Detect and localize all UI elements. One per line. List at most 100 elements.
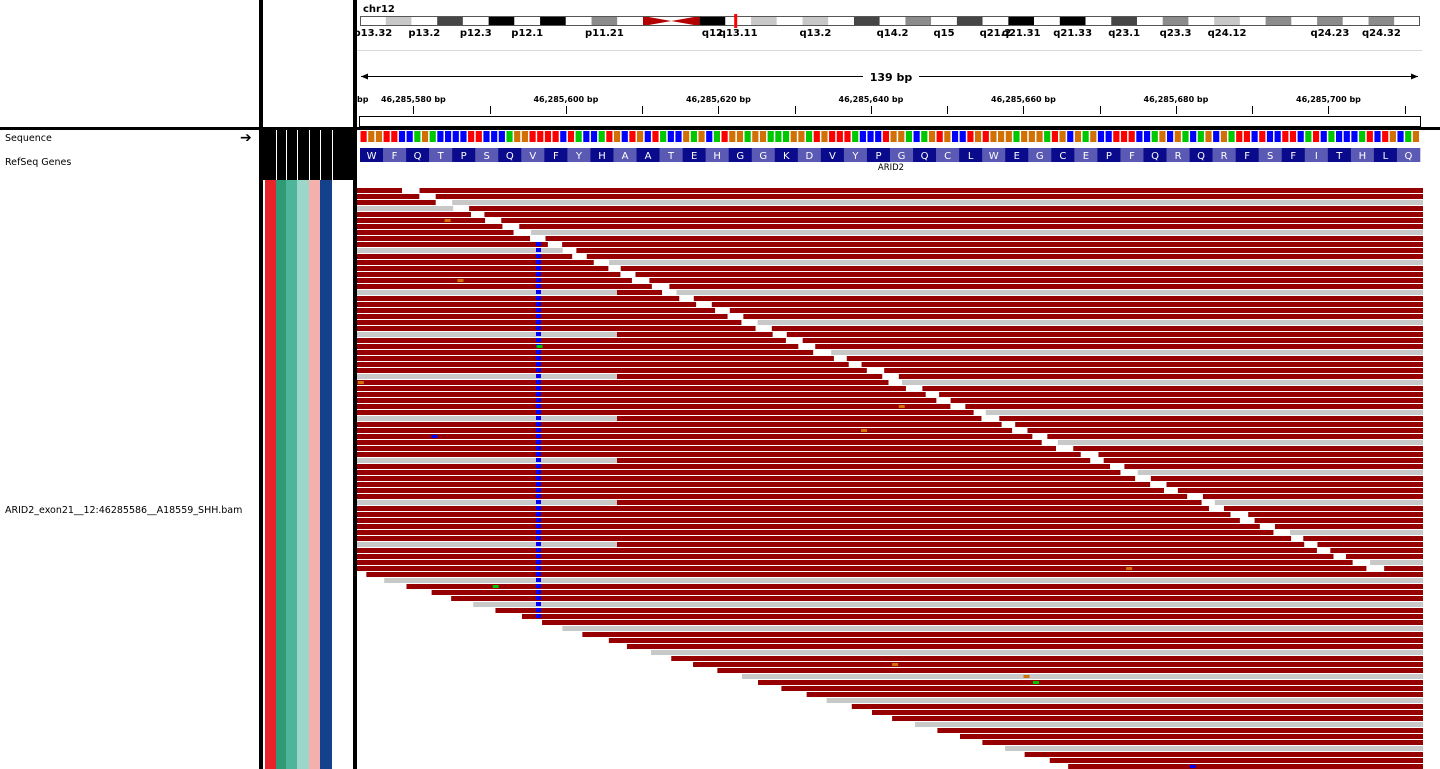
variant-base[interactable] xyxy=(536,452,541,456)
ideogram-band[interactable] xyxy=(776,16,803,26)
variant-base[interactable] xyxy=(536,338,541,342)
amino-acid-box[interactable] xyxy=(1212,148,1236,162)
variant-base[interactable] xyxy=(536,524,541,528)
read[interactable] xyxy=(1137,470,1423,475)
amino-acid-box[interactable] xyxy=(959,148,983,162)
read[interactable] xyxy=(626,644,1423,649)
amino-acid-box[interactable] xyxy=(360,148,384,162)
read[interactable] xyxy=(357,380,889,385)
read[interactable] xyxy=(357,344,799,349)
read[interactable] xyxy=(357,512,1231,517)
read[interactable] xyxy=(1317,542,1423,547)
ideogram-band[interactable] xyxy=(1214,16,1240,26)
read[interactable] xyxy=(717,668,1423,673)
read[interactable] xyxy=(1150,476,1423,481)
read[interactable] xyxy=(357,452,1081,457)
ideogram-band[interactable] xyxy=(1317,16,1343,26)
ideogram-band[interactable] xyxy=(1239,16,1266,26)
read[interactable] xyxy=(1214,500,1423,505)
ideogram-band[interactable] xyxy=(725,16,752,26)
amino-acid-box[interactable] xyxy=(728,148,753,162)
ideogram[interactable] xyxy=(360,14,1420,28)
amino-acid-box[interactable] xyxy=(659,148,683,162)
variant-base[interactable] xyxy=(536,254,541,258)
read-low-mapq[interactable] xyxy=(357,416,617,421)
read[interactable] xyxy=(357,464,1111,469)
variant-base[interactable] xyxy=(536,362,541,366)
read[interactable] xyxy=(1370,560,1423,565)
read[interactable] xyxy=(531,230,1423,235)
ideogram-band[interactable] xyxy=(982,16,1009,26)
read[interactable] xyxy=(982,740,1423,745)
read[interactable] xyxy=(357,386,906,391)
read[interactable] xyxy=(1177,488,1423,493)
ideogram-band[interactable] xyxy=(565,16,592,26)
variant-base[interactable] xyxy=(536,368,541,372)
read-low-mapq[interactable] xyxy=(357,500,617,505)
variant-base[interactable] xyxy=(536,332,541,336)
read[interactable] xyxy=(419,188,1423,193)
variant-base[interactable] xyxy=(536,272,541,276)
amino-acid-box[interactable] xyxy=(1189,148,1213,162)
read[interactable] xyxy=(898,374,1423,379)
variant-base[interactable] xyxy=(536,476,541,480)
read[interactable] xyxy=(357,524,1260,529)
read[interactable] xyxy=(871,710,1423,715)
ideogram-band[interactable] xyxy=(540,16,566,26)
read[interactable] xyxy=(357,536,1292,541)
read[interactable] xyxy=(1330,548,1423,553)
read[interactable] xyxy=(357,542,1305,547)
read-low-mapq[interactable] xyxy=(357,290,617,295)
variant-base[interactable] xyxy=(536,428,541,432)
read[interactable] xyxy=(649,278,1423,283)
read[interactable] xyxy=(357,548,1317,553)
mismatch-base[interactable] xyxy=(892,663,899,666)
read[interactable] xyxy=(1166,482,1423,487)
variant-base[interactable] xyxy=(536,482,541,486)
amino-acid-box[interactable] xyxy=(1350,148,1375,162)
read[interactable] xyxy=(357,416,982,421)
read[interactable] xyxy=(357,356,834,361)
ruler[interactable]: bp 46,285,580 bp 46,285,600 bp 46,285,620 … xyxy=(357,95,1406,114)
variant-base[interactable] xyxy=(536,242,541,246)
read-low-mapq[interactable] xyxy=(357,458,617,463)
read[interactable] xyxy=(693,662,1423,667)
read[interactable] xyxy=(357,224,503,229)
ideogram-band[interactable] xyxy=(802,16,829,26)
amino-acid-box[interactable] xyxy=(1143,148,1167,162)
read[interactable] xyxy=(806,692,1423,697)
mismatch-base[interactable] xyxy=(1023,675,1030,678)
variant-base[interactable] xyxy=(536,350,541,354)
attribute-column-7[interactable] xyxy=(332,180,343,769)
variant-base[interactable] xyxy=(536,290,541,294)
read-low-mapq[interactable] xyxy=(357,542,617,547)
read[interactable] xyxy=(1202,494,1423,499)
ideogram-band[interactable] xyxy=(699,16,726,26)
sequence-track-name[interactable]: Sequence xyxy=(5,133,52,144)
read[interactable] xyxy=(922,386,1423,391)
read[interactable] xyxy=(586,254,1423,259)
read[interactable] xyxy=(1290,530,1423,535)
ideogram-band[interactable] xyxy=(1136,16,1163,26)
amino-acid-box[interactable] xyxy=(498,148,522,162)
read[interactable] xyxy=(831,350,1423,355)
ideogram-band[interactable] xyxy=(360,16,386,26)
read[interactable] xyxy=(384,578,1423,583)
variant-base[interactable] xyxy=(536,494,541,498)
read-low-mapq[interactable] xyxy=(357,248,563,253)
read[interactable] xyxy=(452,200,1423,205)
mismatch-base[interactable] xyxy=(536,345,543,348)
read[interactable] xyxy=(635,272,1423,277)
read[interactable] xyxy=(693,296,1423,301)
read[interactable] xyxy=(357,500,1202,505)
variant-base[interactable] xyxy=(536,590,541,594)
read[interactable] xyxy=(1073,446,1423,451)
read[interactable] xyxy=(357,338,786,343)
read[interactable] xyxy=(1124,464,1423,469)
read[interactable] xyxy=(357,320,742,325)
amino-acid-box[interactable] xyxy=(1097,148,1121,162)
amino-acid-box[interactable] xyxy=(797,148,822,162)
variant-base[interactable] xyxy=(536,596,541,600)
read[interactable] xyxy=(671,656,1423,661)
read[interactable] xyxy=(1005,746,1423,751)
